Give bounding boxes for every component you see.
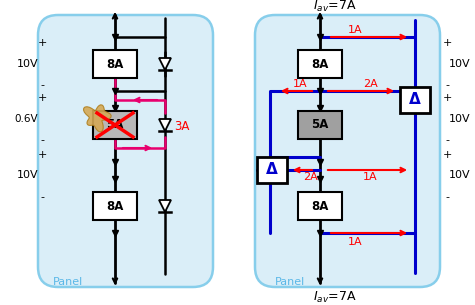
Text: -: - bbox=[40, 135, 44, 145]
Text: 5A: 5A bbox=[311, 119, 329, 131]
FancyBboxPatch shape bbox=[255, 15, 440, 287]
Text: 1A: 1A bbox=[293, 79, 307, 89]
Text: 5A: 5A bbox=[106, 119, 124, 131]
Text: 3A: 3A bbox=[174, 120, 190, 134]
Text: +: + bbox=[442, 150, 452, 160]
Bar bbox=[257, 157, 287, 183]
Text: 10V: 10V bbox=[17, 170, 39, 180]
Text: 8A: 8A bbox=[106, 58, 124, 70]
Text: 10V: 10V bbox=[17, 59, 39, 69]
Text: -: - bbox=[40, 192, 44, 202]
Text: -: - bbox=[445, 80, 449, 90]
Bar bbox=[298, 50, 342, 78]
Bar bbox=[93, 192, 137, 220]
Text: +: + bbox=[442, 93, 452, 103]
Text: +: + bbox=[38, 93, 47, 103]
Text: +: + bbox=[442, 38, 452, 48]
Bar bbox=[400, 87, 430, 113]
Text: +: + bbox=[38, 150, 47, 160]
Text: 8A: 8A bbox=[106, 199, 124, 213]
Text: Δ: Δ bbox=[266, 163, 278, 178]
Bar bbox=[298, 192, 342, 220]
Text: Δ: Δ bbox=[409, 92, 421, 107]
Text: -: - bbox=[445, 192, 449, 202]
Bar bbox=[93, 50, 137, 78]
Text: 1A: 1A bbox=[363, 172, 377, 182]
FancyBboxPatch shape bbox=[38, 15, 213, 287]
Text: 1A: 1A bbox=[348, 237, 362, 247]
Text: $I_{av}$=7A: $I_{av}$=7A bbox=[314, 0, 357, 13]
Text: Panel: Panel bbox=[275, 277, 305, 287]
Polygon shape bbox=[84, 105, 111, 132]
Text: 10V: 10V bbox=[449, 59, 471, 69]
Text: $I_{av}$=7A: $I_{av}$=7A bbox=[314, 289, 357, 305]
Text: 2A: 2A bbox=[362, 79, 377, 89]
Text: 2A: 2A bbox=[303, 172, 317, 182]
Text: +: + bbox=[38, 38, 47, 48]
Polygon shape bbox=[159, 200, 171, 212]
Text: 8A: 8A bbox=[311, 58, 329, 70]
Bar bbox=[298, 111, 342, 139]
Text: Panel: Panel bbox=[53, 277, 83, 287]
Polygon shape bbox=[159, 119, 171, 131]
Text: 10V: 10V bbox=[449, 170, 471, 180]
Text: -: - bbox=[40, 80, 44, 90]
Text: 1A: 1A bbox=[348, 25, 362, 35]
Polygon shape bbox=[159, 58, 171, 70]
Text: -: - bbox=[445, 135, 449, 145]
Text: 8A: 8A bbox=[311, 199, 329, 213]
Bar bbox=[93, 111, 137, 139]
Text: 10V: 10V bbox=[449, 114, 471, 124]
Text: 0.6V: 0.6V bbox=[14, 114, 38, 124]
